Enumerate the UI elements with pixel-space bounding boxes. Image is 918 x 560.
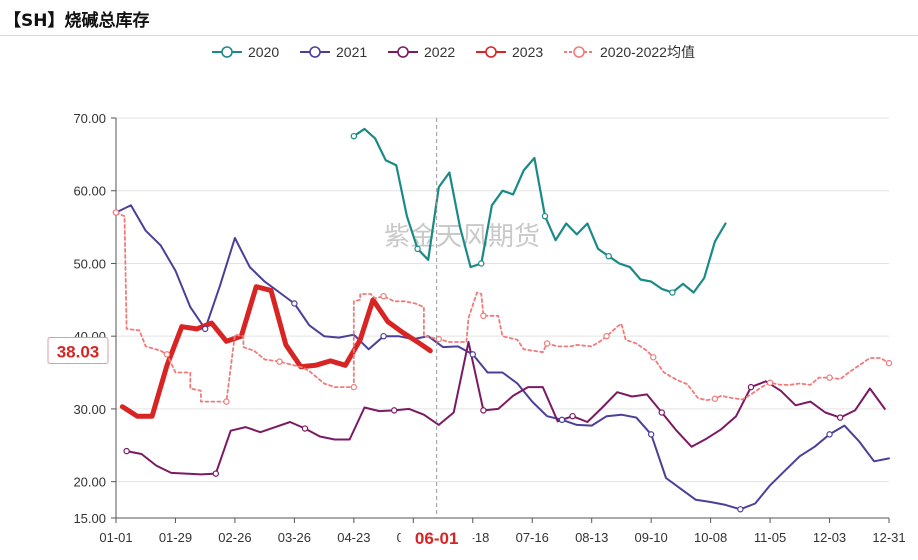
title-divider <box>0 35 918 36</box>
data-point-2022 <box>480 407 487 414</box>
series-line-2020-2022均值 <box>115 211 890 403</box>
y-tick-label: 60.00 <box>73 184 106 199</box>
data-point-2020-2022均值 <box>163 351 171 358</box>
legend-label: 2020-2022均值 <box>600 44 695 60</box>
data-point-2020-2022均值 <box>223 398 230 405</box>
y-tick-label: 50.00 <box>73 256 106 271</box>
pointer-y-bg <box>47 337 109 365</box>
legend-marker <box>573 46 585 58</box>
legend-marker <box>309 46 321 58</box>
x-tick-label: 03-26 <box>278 530 311 545</box>
axis-pointer: 06-01 38.03 <box>47 118 473 554</box>
data-point-2022 <box>123 447 130 455</box>
x-tick-label: 01-29 <box>159 530 192 545</box>
y-tick-label: 15.00 <box>73 511 106 526</box>
data-point-2020-2022均值 <box>603 332 610 340</box>
x-axis: 01-0101-2902-2603-2604-2305-2106-1807-16… <box>99 517 906 545</box>
series-line-2022 <box>125 341 886 476</box>
data-point-2022 <box>569 412 576 420</box>
y-tick-label: 20.00 <box>73 475 106 490</box>
x-tick-label: 08-13 <box>575 530 608 545</box>
data-point-2021 <box>826 431 833 438</box>
data-point-2020-2022均值 <box>885 359 893 367</box>
data-point-2022 <box>658 409 665 416</box>
legend-marker <box>397 46 409 58</box>
legend-item-2022[interactable]: 2022 <box>388 44 455 60</box>
data-point-2021 <box>558 416 566 424</box>
data-point-2020-2022均值 <box>766 379 774 386</box>
legend-label: 2020 <box>248 44 279 60</box>
data-point-2020-2022均值 <box>711 395 719 402</box>
data-point-2020 <box>350 132 358 140</box>
legend-marker <box>485 46 497 58</box>
series-line-2021 <box>115 204 890 511</box>
x-tick-label: 12-03 <box>813 530 846 545</box>
series-line-2020 <box>352 127 727 294</box>
data-point-2022 <box>390 407 398 414</box>
legend-item-2021[interactable]: 2021 <box>300 44 367 60</box>
data-point-2022 <box>301 425 309 432</box>
data-point-2020-2022均值 <box>380 292 387 300</box>
data-point-2020-2022均值 <box>650 354 657 361</box>
data-point-2022 <box>747 383 755 391</box>
data-point-2021 <box>291 300 298 307</box>
x-tick-label: 10-08 <box>694 530 727 545</box>
chart-grid <box>116 117 889 483</box>
x-tick-label: 02-26 <box>218 530 251 545</box>
data-point-2021 <box>647 431 655 438</box>
data-point-2020-2022均值 <box>480 312 487 320</box>
y-tick-label: 30.00 <box>73 402 106 417</box>
series-lines <box>112 127 893 513</box>
y-tick-label: 70.00 <box>73 111 106 126</box>
data-point-2020-2022均值 <box>826 374 833 381</box>
legend-item-2020-2022均值[interactable]: 2020-2022均值 <box>564 44 695 60</box>
data-point-2022 <box>836 414 844 421</box>
series-line-2023 <box>119 284 433 419</box>
chart-title: 【SH】烧碱总库存 <box>4 11 150 31</box>
legend-item-2023[interactable]: 2023 <box>476 44 543 60</box>
data-point-2020 <box>669 289 676 296</box>
data-point-2020-2022均值 <box>435 335 442 343</box>
legend-item-2020[interactable]: 2020 <box>212 44 279 60</box>
legend-label: 2023 <box>512 44 543 60</box>
x-tick-label: 04-23 <box>337 530 370 545</box>
data-point-2020-2022均值 <box>350 383 358 391</box>
data-point-2020 <box>414 245 421 253</box>
legend-label: 2022 <box>424 44 455 60</box>
pointer-x-bg <box>400 524 473 554</box>
x-tick-label: 09-10 <box>635 530 668 545</box>
data-point-2021 <box>737 506 744 513</box>
pointer-y-label: 38.03 <box>57 343 100 362</box>
data-point-2020-2022均值 <box>543 340 551 347</box>
data-point-2021 <box>380 332 387 340</box>
data-point-2022 <box>212 470 220 477</box>
pointer-x-label: 06-01 <box>415 529 458 548</box>
data-point-2020 <box>541 212 549 220</box>
data-point-2020-2022均值 <box>276 358 283 365</box>
x-tick-label: 01-01 <box>99 530 132 545</box>
x-tick-label: 11-05 <box>754 530 786 545</box>
data-point-2020 <box>605 252 612 260</box>
data-point-2021 <box>201 325 209 333</box>
data-point-2020-2022均值 <box>112 209 120 216</box>
x-tick-label: 12-31 <box>872 530 905 545</box>
data-point-2020 <box>478 260 485 267</box>
data-point-2021 <box>469 351 476 358</box>
legend-label: 2021 <box>336 44 367 60</box>
x-tick-label: 07-16 <box>516 530 549 545</box>
legend-marker <box>221 46 233 58</box>
chart-legend[interactable]: 2020 2021 2022 2023 2020-2022均值 <box>212 44 695 60</box>
